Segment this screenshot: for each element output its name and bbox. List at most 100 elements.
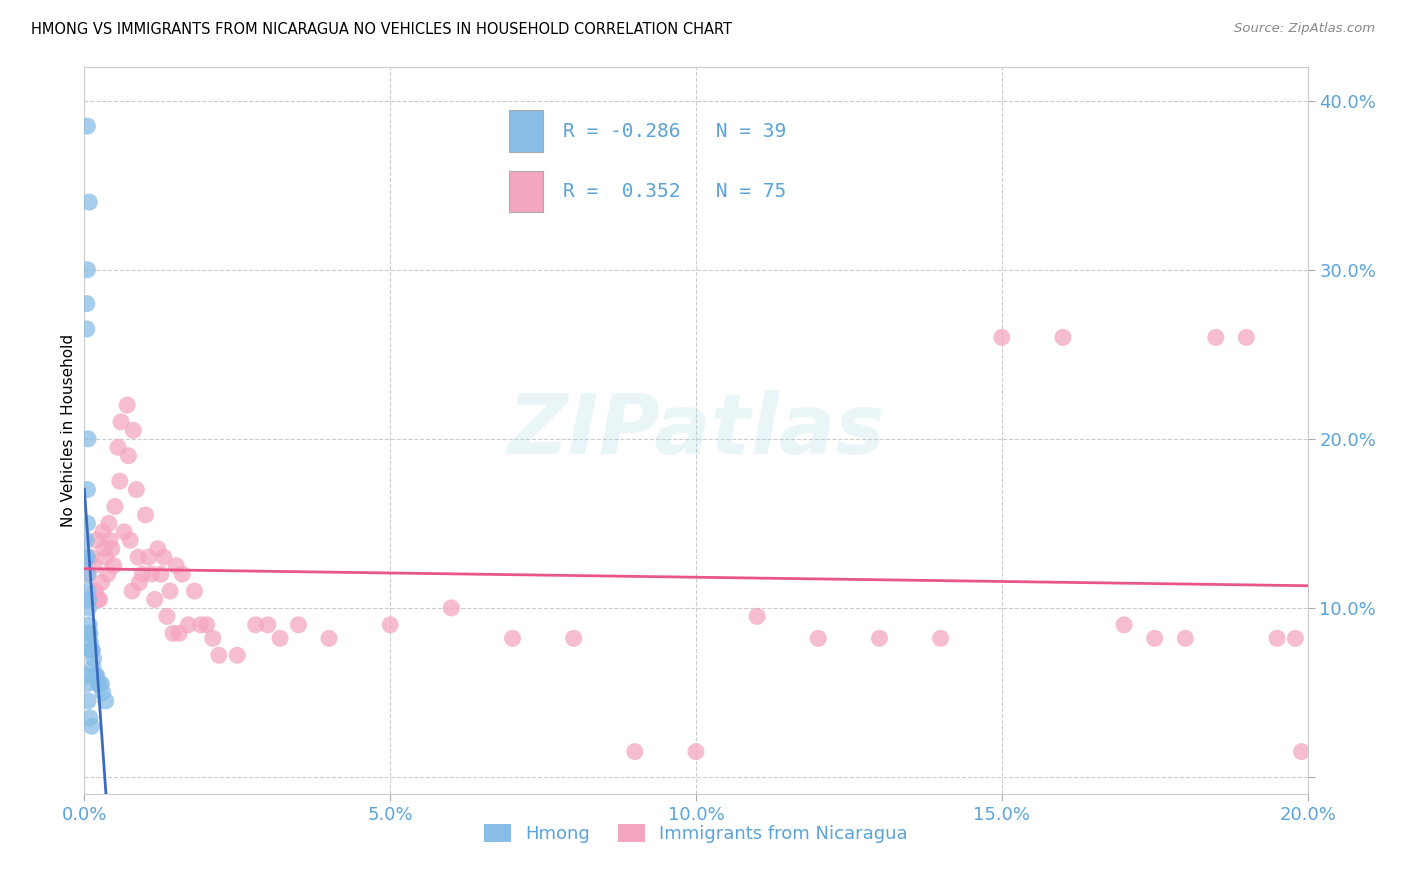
Point — [77, 195, 100, 210]
Point — [112, 524, 135, 539]
Text: HMONG VS IMMIGRANTS FROM NICARAGUA NO VEHICLES IN HOUSEHOLD CORRELATION CHART: HMONG VS IMMIGRANTS FROM NICARAGUA NO VE… — [31, 22, 733, 37]
Point — [318, 632, 340, 646]
Point — [107, 440, 129, 454]
Point — [1143, 632, 1166, 646]
Point — [98, 533, 121, 548]
Point — [75, 533, 97, 548]
Point — [76, 677, 98, 691]
Point — [195, 617, 218, 632]
Point — [1291, 745, 1313, 759]
Point — [121, 584, 143, 599]
Point — [177, 617, 200, 632]
Point — [89, 677, 111, 691]
Point — [91, 524, 114, 539]
Point — [747, 609, 769, 624]
Point — [77, 567, 100, 582]
Point — [807, 632, 830, 646]
Point — [91, 685, 114, 699]
Point — [183, 584, 205, 599]
Point — [97, 516, 120, 531]
Point — [77, 694, 100, 708]
Point — [153, 550, 176, 565]
Point — [128, 575, 150, 590]
Point — [94, 550, 117, 565]
Point — [440, 601, 463, 615]
Point — [208, 648, 231, 663]
Point — [76, 322, 98, 336]
Point — [1174, 632, 1197, 646]
Point — [83, 651, 105, 665]
Point — [79, 643, 101, 657]
Point — [76, 483, 98, 497]
Point — [89, 592, 111, 607]
Point — [77, 617, 100, 632]
Point — [138, 550, 160, 565]
Point — [94, 694, 117, 708]
Point — [108, 474, 131, 488]
Point — [120, 533, 142, 548]
Point — [77, 432, 100, 446]
Point — [76, 567, 98, 582]
Point — [80, 719, 103, 733]
Point — [991, 330, 1014, 344]
Point — [1052, 330, 1074, 344]
Point — [127, 550, 149, 565]
Point — [1236, 330, 1258, 344]
Point — [90, 677, 112, 691]
Point — [83, 668, 105, 682]
Point — [502, 632, 524, 646]
Point — [76, 550, 98, 565]
Point — [79, 626, 101, 640]
Point — [80, 643, 103, 657]
Point — [79, 711, 101, 725]
Point — [226, 648, 249, 663]
Point — [75, 668, 97, 682]
Point — [103, 558, 125, 573]
Point — [84, 668, 107, 682]
Point — [97, 567, 120, 582]
Text: ZIPatlas: ZIPatlas — [508, 390, 884, 471]
Point — [87, 592, 110, 607]
Point — [869, 632, 891, 646]
Point — [624, 745, 647, 759]
Point — [1284, 632, 1306, 646]
Point — [135, 508, 157, 522]
Point — [201, 632, 224, 646]
Point — [110, 415, 132, 429]
Point — [77, 601, 100, 615]
Point — [76, 296, 98, 310]
Point — [84, 584, 107, 599]
Point — [380, 617, 402, 632]
Point — [1265, 632, 1288, 646]
Point — [287, 617, 309, 632]
Y-axis label: No Vehicles in Household: No Vehicles in Household — [60, 334, 76, 527]
Point — [269, 632, 291, 646]
Point — [122, 424, 145, 438]
Point — [77, 626, 100, 640]
Point — [76, 516, 98, 531]
Point — [117, 449, 139, 463]
Point — [86, 533, 108, 548]
Point — [172, 567, 194, 582]
Point — [1114, 617, 1136, 632]
Point — [165, 558, 187, 573]
Point — [83, 558, 105, 573]
Point — [149, 567, 172, 582]
Point — [162, 626, 184, 640]
Point — [86, 668, 108, 682]
Point — [77, 626, 100, 640]
Point — [76, 262, 98, 277]
Point — [141, 567, 163, 582]
Point — [83, 668, 105, 682]
Point — [76, 119, 98, 133]
Point — [929, 632, 952, 646]
Point — [156, 609, 179, 624]
Point — [77, 592, 100, 607]
Point — [77, 584, 100, 599]
Point — [245, 617, 267, 632]
Point — [115, 398, 138, 412]
Point — [1205, 330, 1227, 344]
Point — [82, 660, 104, 674]
Point — [125, 483, 148, 497]
Point — [87, 677, 110, 691]
